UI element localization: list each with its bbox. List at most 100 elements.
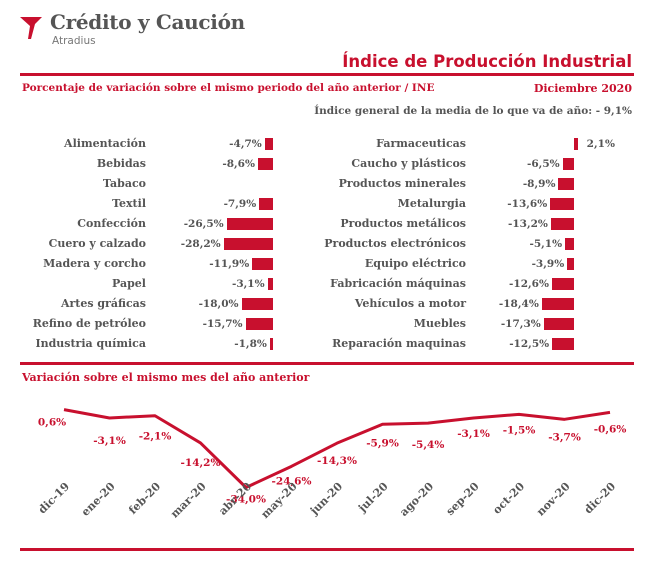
category-label: Alimentación (64, 137, 146, 150)
bar (226, 218, 273, 230)
value-label: -8,6% (222, 158, 255, 170)
bar (245, 318, 273, 330)
data-label: -14,3% (317, 455, 357, 467)
x-tick-label: oct-20 (490, 480, 527, 517)
value-label: -18,4% (498, 298, 539, 310)
value-label: -18,0% (198, 298, 239, 310)
value-label: -15,7% (202, 318, 243, 330)
value-label: 2,1% (586, 138, 615, 150)
line-chart-title: Variación sobre el mismo mes del año ant… (22, 371, 310, 384)
bar (267, 278, 273, 290)
series-line (63, 408, 611, 489)
bar (550, 218, 574, 230)
bar (223, 238, 273, 250)
value-label: -28,2% (180, 238, 221, 250)
x-tick-label: ago-20 (397, 480, 436, 519)
bar (543, 318, 574, 330)
bar (257, 158, 273, 170)
bar (565, 238, 574, 250)
data-label: -14,2% (181, 457, 221, 469)
brand-logo-icon (20, 17, 42, 39)
bar (252, 258, 273, 270)
line-chart: 0,6% -3,1% -2,1% -14,2% -34,0% -24,6% -14,3% -5… (36, 408, 627, 521)
data-label: -3,1% (93, 435, 126, 447)
x-tick-label: jul-20 (355, 480, 391, 516)
value-label: -26,5% (183, 218, 224, 230)
category-label: Caucho y plásticos (351, 157, 466, 170)
category-label: Productos electrónicos (324, 237, 466, 250)
section-divider (20, 362, 634, 365)
value-label: -3,1% (231, 278, 265, 290)
value-label: -17,3% (500, 318, 541, 330)
period-label: Diciembre 2020 (533, 82, 632, 95)
x-tick-label: dic-20 (582, 480, 619, 517)
bar (259, 198, 273, 210)
x-tick-label: sep-20 (444, 480, 482, 518)
data-label: -24,6% (272, 475, 312, 487)
category-label: Farmaceuticas (376, 137, 466, 150)
bar (541, 298, 574, 310)
data-label: -2,1% (139, 431, 172, 443)
bar (551, 278, 574, 290)
value-label: -3,9% (531, 258, 565, 270)
x-tick-label: jun-20 (307, 480, 345, 518)
value-label: -12,5% (509, 338, 550, 350)
x-tick-label: ene-20 (79, 480, 118, 519)
category-label: Papel (112, 277, 146, 290)
category-label: Textil (112, 197, 146, 210)
header-divider (20, 73, 634, 76)
general-index-note: Índice general de la media de lo que va … (314, 105, 632, 117)
value-label: -5,1% (529, 238, 563, 250)
value-label: -8,9% (522, 178, 556, 190)
category-label: Tabaco (102, 177, 146, 190)
data-label: 0,6% (38, 417, 66, 429)
x-tick-label: dic-19 (36, 480, 72, 516)
data-label: -3,7% (548, 431, 581, 443)
category-label: Productos minerales (338, 177, 466, 190)
category-label: Refino de petróleo (32, 317, 146, 330)
category-label: Equipo eléctrico (364, 257, 466, 270)
bar (269, 338, 273, 350)
category-label: Industria química (35, 337, 146, 350)
brand-subtitle: Atradius (52, 35, 96, 47)
data-label: -34,0% (226, 494, 266, 506)
category-label: Reparación maquinas (332, 337, 466, 350)
bar (574, 138, 578, 150)
value-label: -4,7% (229, 138, 262, 150)
category-label: Vehículos a motor (354, 297, 466, 310)
category-label: Metalurgia (397, 197, 466, 210)
page-title: Índice de Producción Industrial (342, 52, 632, 71)
category-label: Artes gráficas (60, 297, 146, 310)
bar (552, 338, 574, 350)
category-label: Fabricación máquinas (330, 277, 466, 290)
value-label: -7,9% (223, 198, 257, 210)
category-label: Confección (77, 217, 146, 230)
x-tick-label: mar-20 (168, 480, 209, 521)
value-label: -13,6% (507, 198, 548, 210)
category-label: Productos metálicos (340, 217, 466, 230)
category-label: Madera y corcho (43, 257, 146, 270)
value-label: -6,5% (527, 158, 560, 170)
brand-name: Crédito y Caución (50, 10, 245, 34)
value-label: -12,6% (509, 278, 549, 290)
category-label: Bebidas (96, 157, 146, 170)
value-label: -1,8% (234, 338, 267, 350)
bar (562, 158, 574, 170)
value-label: -11,9% (209, 258, 250, 270)
data-label: -3,1% (457, 428, 490, 440)
category-label: Cuero y calzado (48, 237, 146, 250)
bar (558, 178, 574, 190)
x-tick-label: feb-20 (126, 480, 163, 517)
category-label: Muebles (413, 317, 466, 330)
bar (264, 138, 273, 150)
chart-subtitle: Porcentaje de variación sobre el mismo p… (22, 82, 435, 94)
x-tick-label: nov-20 (534, 480, 573, 519)
data-label: -1,5% (503, 424, 536, 436)
data-label: -5,9% (366, 437, 399, 449)
bar (241, 298, 273, 310)
bar (567, 258, 574, 270)
footer-divider (20, 548, 634, 551)
value-label: -13,2% (507, 218, 548, 230)
bar (550, 198, 574, 210)
data-label: -0,6% (594, 423, 627, 435)
